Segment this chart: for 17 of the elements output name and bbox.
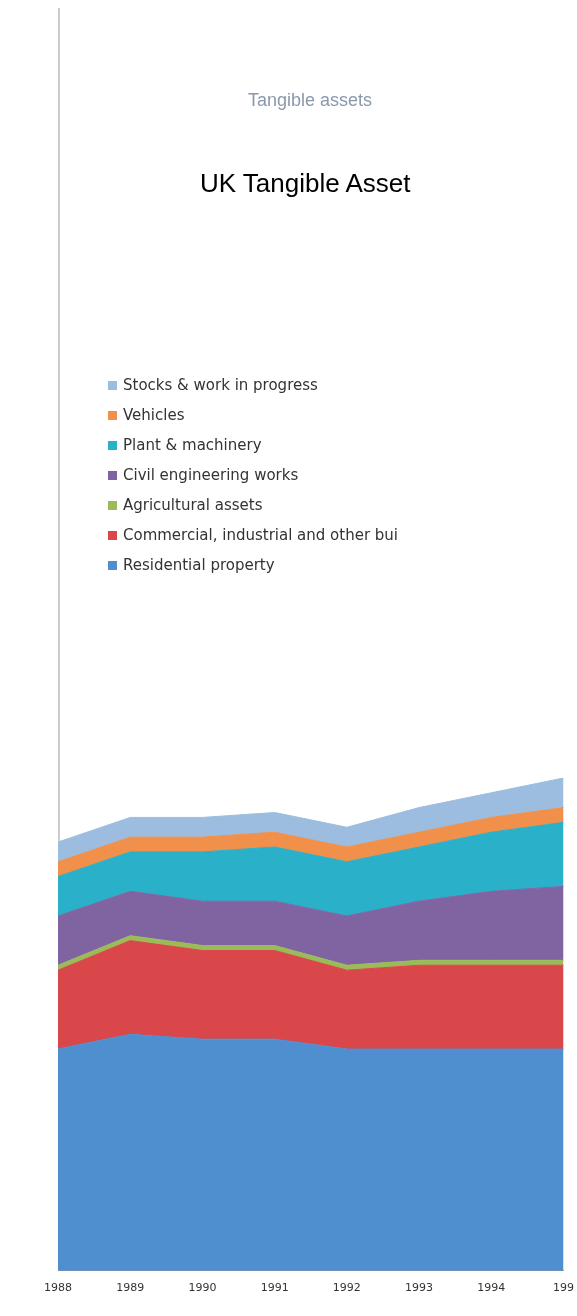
legend-label: Civil engineering works <box>123 466 299 484</box>
x-tick-label: 1990 <box>188 1281 217 1295</box>
x-tick-label: 1992 <box>332 1281 361 1295</box>
x-tick-label: 1991 <box>260 1281 289 1295</box>
legend-label: Plant & machinery <box>123 436 262 454</box>
x-tick-label: 1989 <box>116 1281 145 1295</box>
x-tick-label: 1993 <box>405 1281 434 1295</box>
chart-subtitle: Tangible assets <box>248 90 373 111</box>
legend-label: Residential property <box>123 556 275 574</box>
x-tick-label: 199 <box>553 1281 574 1295</box>
chart-title: UK Tangible Asset <box>200 168 411 199</box>
x-tick-label: 1988 <box>44 1281 72 1295</box>
legend-label: Vehicles <box>123 406 185 424</box>
x-tick-label: 1994 <box>477 1281 506 1295</box>
legend-label: Agricultural assets <box>123 496 263 514</box>
legend-label: Commercial, industrial and other bui <box>123 526 399 544</box>
legend-label: Stocks & work in progress <box>123 376 318 394</box>
